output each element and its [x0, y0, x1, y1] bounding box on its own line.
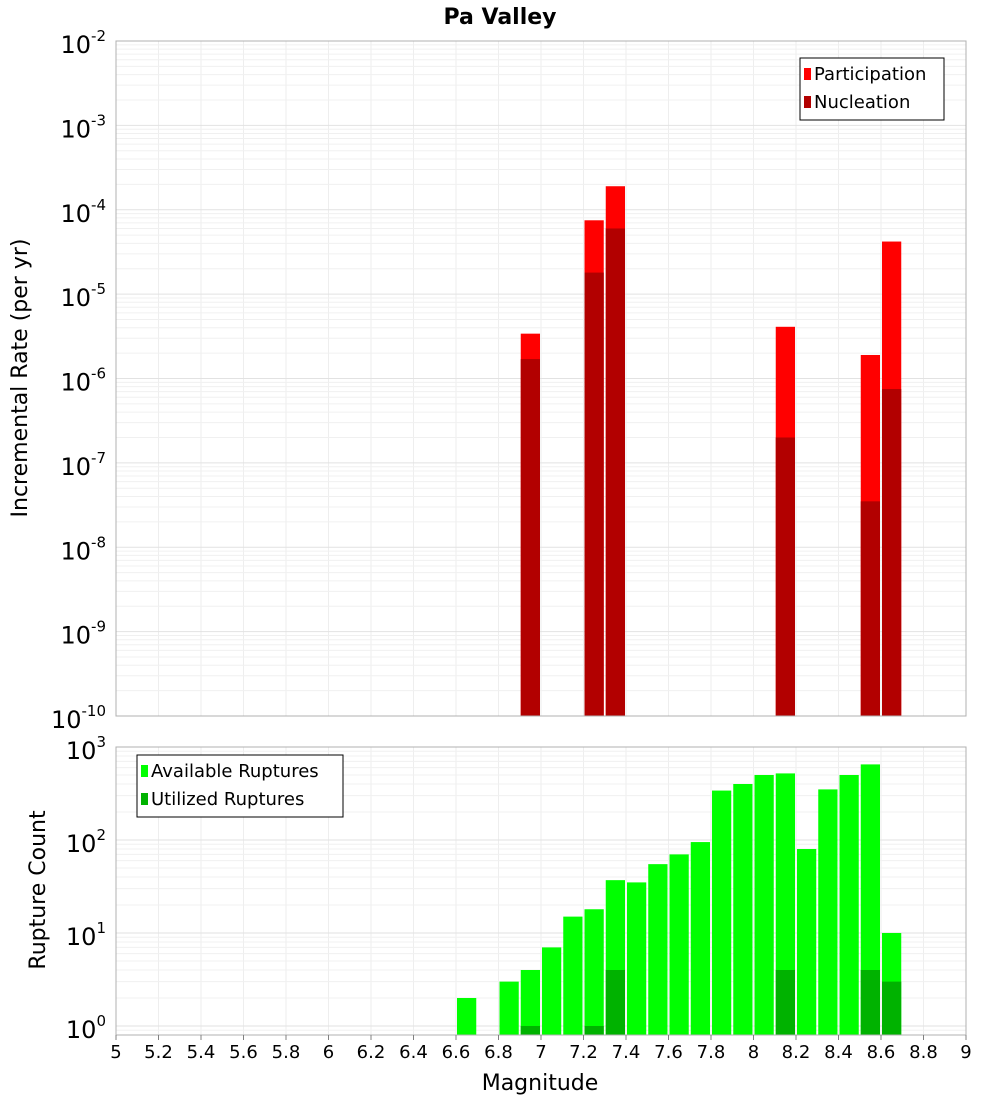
x-tick-label: 7.4: [612, 1042, 641, 1063]
top-y-tick-label: 10-6: [60, 365, 106, 397]
bottom-series-utilized-ruptures: [520, 969, 902, 1035]
top-y-ticks: 10-2 10-3 10-4 10-5 10-6 10-7 10-8 10-9 10-10: [51, 27, 106, 734]
bottom-bar-available-ruptures: [839, 774, 859, 1035]
bottom-bar-available-ruptures: [627, 882, 647, 1035]
bottom-bar-available-ruptures: [775, 773, 795, 1035]
bottom-bar-available-ruptures: [818, 789, 838, 1035]
x-tick-label: 6.2: [357, 1042, 386, 1063]
bottom-bar-available-ruptures: [754, 774, 774, 1035]
top-y-tick-label: 10-10: [51, 702, 106, 734]
x-tick-label: 7: [535, 1042, 546, 1063]
x-tick-label: 7.6: [654, 1042, 683, 1063]
legend-label-nucleation: Nucleation: [814, 92, 910, 113]
top-bar-nucleation: [775, 437, 795, 716]
top-y-tick-label: 10-7: [60, 449, 106, 481]
bottom-legend-box: [136, 754, 344, 818]
x-tick-label: 6.4: [399, 1042, 428, 1063]
bottom-bar-available-ruptures: [584, 909, 604, 1035]
bottom-bar-available-ruptures: [733, 784, 753, 1035]
bottom-bar-available-ruptures: [712, 790, 732, 1035]
x-tick-label: 8: [748, 1042, 759, 1063]
x-tick-label: 9: [960, 1042, 971, 1063]
x-tick-label: 8.8: [909, 1042, 938, 1063]
bottom-bar-utilized-ruptures: [584, 1025, 604, 1035]
top-y-axis-label: Incremental Rate (per yr): [8, 239, 33, 518]
bottom-y-tick-label: 100: [66, 1012, 106, 1044]
top-y-tick-label: 10-4: [60, 196, 106, 228]
bottom-y-tick-label: 102: [66, 826, 106, 858]
bottom-bar-available-ruptures: [690, 842, 710, 1035]
bottom-bar-available-ruptures: [860, 764, 880, 1035]
bottom-bar-available-ruptures: [669, 854, 689, 1035]
x-tick-label: 7.8: [697, 1042, 726, 1063]
rupture-count-panel: 103 102 101 100 Available Ruptures Utilized R…: [66, 733, 972, 1063]
bottom-bar-available-ruptures: [499, 981, 519, 1035]
legend-label-available-ruptures: Available Ruptures: [151, 761, 319, 782]
participation-nucleation-panel: 10-2 10-3 10-4 10-5 10-6 10-7 10-8 10-9 10-10 Par…: [51, 27, 967, 734]
top-bar-nucleation: [882, 389, 902, 716]
legend-swatch-participation: [804, 68, 811, 80]
x-tick-label: 8.6: [867, 1042, 896, 1063]
top-y-tick-label: 10-3: [60, 111, 106, 143]
x-tick-label: 8.2: [782, 1042, 811, 1063]
bottom-bar-available-ruptures: [563, 916, 583, 1035]
bottom-y-tick-label: 103: [66, 733, 106, 765]
x-tick-label: 7.2: [569, 1042, 598, 1063]
x-tick-label: 5.6: [229, 1042, 258, 1063]
top-legend: Participation Nucleation: [799, 57, 945, 121]
top-grid: [115, 41, 967, 717]
legend-label-participation: Participation: [814, 64, 926, 85]
bottom-legend: Available Ruptures Utilized Ruptures: [136, 754, 344, 818]
bottom-series-available-ruptures: [457, 764, 902, 1035]
bottom-bar-available-ruptures: [797, 849, 817, 1035]
legend-label-utilized-ruptures: Utilized Ruptures: [151, 789, 304, 810]
top-y-tick-label: 10-9: [60, 618, 106, 650]
bottom-bar-available-ruptures: [520, 969, 540, 1035]
legend-swatch-nucleation: [804, 96, 811, 108]
bottom-bar-available-ruptures: [648, 864, 668, 1035]
x-tick-label: 5.8: [272, 1042, 301, 1063]
bottom-y-tick-label: 101: [66, 919, 106, 951]
bottom-bar-available-ruptures: [542, 947, 562, 1035]
bottom-y-axis-label: Rupture Count: [26, 810, 51, 970]
x-tick-label: 6: [323, 1042, 334, 1063]
x-tick-label: 8.4: [824, 1042, 853, 1063]
x-axis-label: Magnitude: [482, 1071, 599, 1096]
top-y-tick-label: 10-5: [60, 280, 106, 312]
bottom-bar-utilized-ruptures: [882, 981, 902, 1035]
top-series-nucleation: [520, 228, 902, 716]
x-tick-label: 6.8: [484, 1042, 513, 1063]
top-bar-nucleation: [584, 272, 604, 716]
x-tick-label: 5.2: [144, 1042, 173, 1063]
x-tick-label: 5: [110, 1042, 121, 1063]
x-tick-label: 6.6: [442, 1042, 471, 1063]
legend-swatch-available-ruptures: [141, 765, 148, 777]
bottom-y-ticks: 103 102 101 100: [66, 733, 106, 1044]
bottom-bar-utilized-ruptures: [520, 1025, 540, 1035]
top-y-tick-label: 10-2: [60, 27, 106, 59]
bottom-bar-available-ruptures: [457, 997, 477, 1035]
chart-title: Pa Valley: [443, 5, 556, 30]
x-ticks: 5 5.2 5.4 5.6 5.8 6 6.2 6.4 6.6 6.8 7 7.2 7.4 7.6 7.8 8…: [110, 1035, 972, 1063]
legend-swatch-utilized-ruptures: [141, 793, 148, 805]
top-bar-nucleation: [520, 359, 540, 716]
top-legend-box: [799, 57, 945, 121]
top-y-tick-label: 10-8: [60, 533, 106, 565]
top-plot-frame: [115, 40, 967, 717]
top-bar-nucleation: [605, 228, 625, 716]
bottom-bar-utilized-ruptures: [605, 969, 625, 1035]
top-bar-nucleation: [860, 501, 880, 716]
bottom-bar-utilized-ruptures: [860, 969, 880, 1035]
x-tick-label: 5.4: [187, 1042, 216, 1063]
bottom-bar-utilized-ruptures: [775, 969, 795, 1035]
